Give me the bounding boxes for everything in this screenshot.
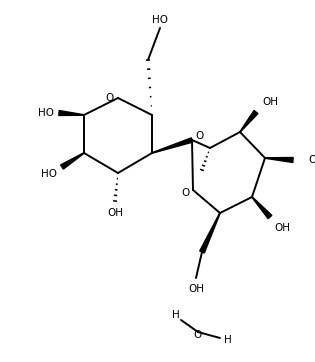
Text: OH: OH [308,155,315,165]
Polygon shape [152,138,193,153]
Polygon shape [200,213,220,253]
Text: H: H [172,310,180,320]
Text: O: O [194,330,202,340]
Text: HO: HO [38,108,54,118]
Text: OH: OH [262,97,278,107]
Text: O: O [195,131,203,141]
Text: O: O [106,93,114,103]
Text: OH: OH [274,223,290,233]
Polygon shape [252,197,272,219]
Text: HO: HO [152,15,168,25]
Text: HO: HO [41,169,57,179]
Text: H: H [224,335,232,345]
Polygon shape [265,157,293,163]
Polygon shape [240,110,258,132]
Polygon shape [59,110,84,115]
Polygon shape [61,153,84,169]
Text: OH: OH [188,284,204,294]
Text: OH: OH [107,208,123,218]
Text: O: O [181,188,189,198]
